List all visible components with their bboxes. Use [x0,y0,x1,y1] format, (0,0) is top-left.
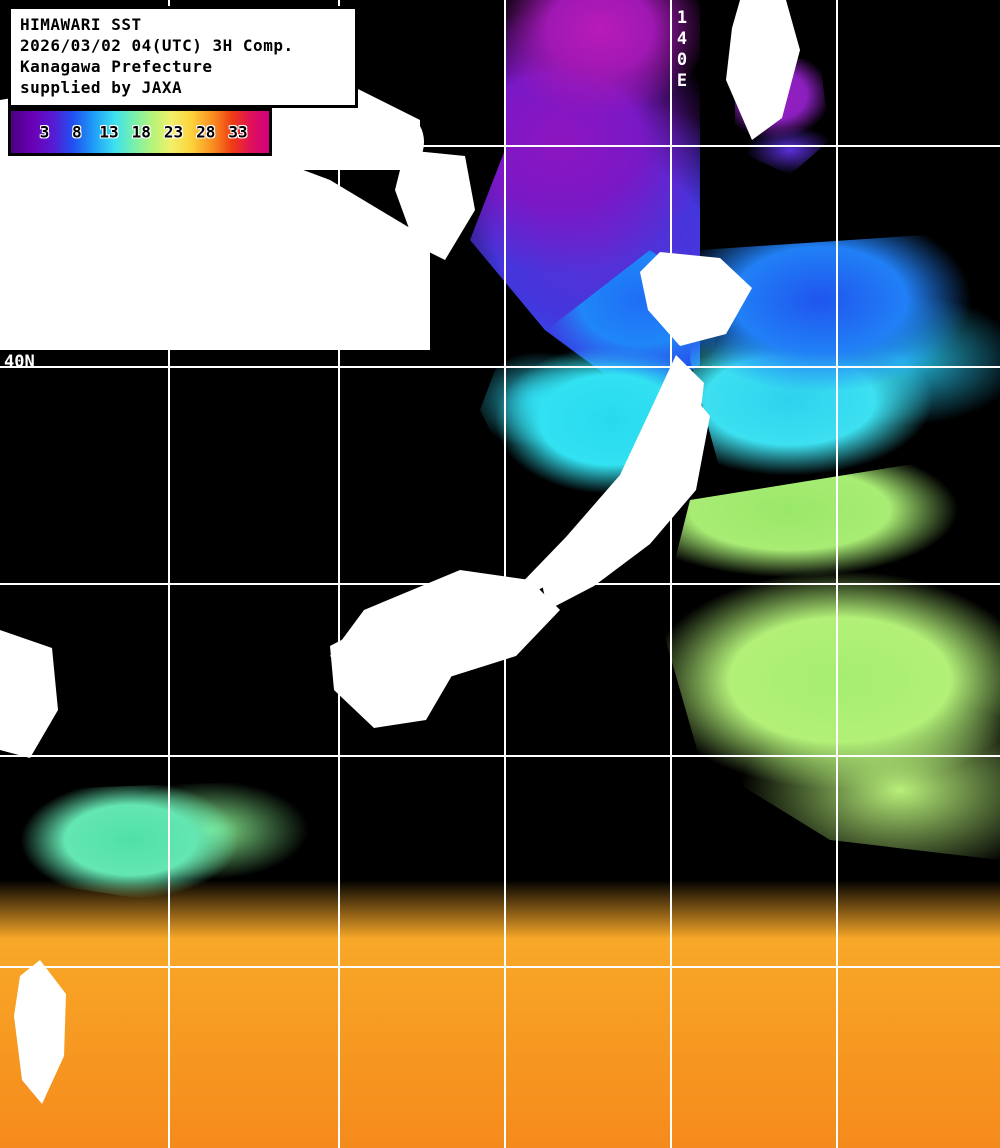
gridline-horizontal-40n [0,366,1000,368]
sst-colorbar[interactable]: 3 8 13 18 23 28 33 [8,108,272,156]
colorbar-tick-23: 23 [163,122,184,142]
title-line-region: Kanagawa Prefecture [20,57,213,77]
gridline-vertical-3 [504,0,506,1148]
sst-field-warm-eddies [0,900,1000,1148]
gridline-vertical-1 [168,0,170,1148]
title-line-datetime: 2026/03/02 04(UTC) 3H Comp. [20,36,294,56]
colorbar-tick-18: 18 [131,122,151,142]
gridline-horizontal-1 [0,145,1000,147]
colorbar-gradient-ramp [11,111,269,153]
gridline-horizontal-5 [0,966,1000,968]
colorbar-tick-13: 13 [99,122,119,142]
colorbar-tick-8: 8 [71,122,82,142]
title-line-credit: supplied by JAXA [20,78,183,98]
colorbar-tick-3: 3 [39,122,50,142]
longitude-label-140e: 140E [672,8,692,92]
colorbar-tick-labels: 3 8 13 18 23 28 33 [11,111,269,153]
gridline-vertical-2 [338,0,340,1148]
title-info-box: HIMAWARI SST 2026/03/02 04(UTC) 3H Comp.… [8,6,358,109]
title-line-product: HIMAWARI SST [20,15,142,34]
land-island-small-1 [398,120,424,164]
colorbar-tick-33: 33 [228,122,248,142]
gridline-horizontal-3 [0,583,1000,585]
gridline-horizontal-4 [0,755,1000,757]
gridline-vertical-5 [836,0,838,1148]
colorbar-tick-28: 28 [196,122,216,142]
gridline-vertical-140e [670,0,672,1148]
latitude-label-40n: 40N [4,352,35,372]
